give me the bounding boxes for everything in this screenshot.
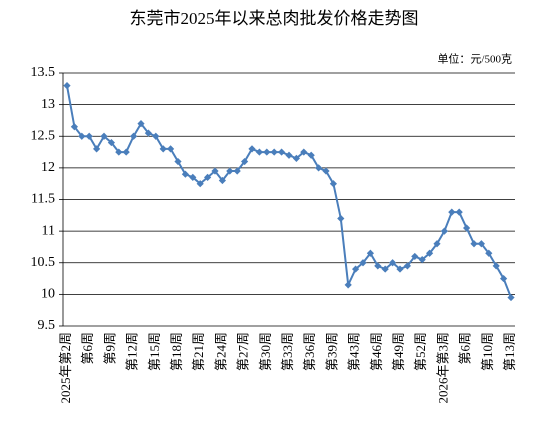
marker <box>300 148 308 156</box>
marker <box>359 259 367 267</box>
marker <box>100 132 108 140</box>
marker <box>374 262 382 270</box>
marker <box>270 148 278 156</box>
marker <box>122 148 130 156</box>
marker <box>485 249 493 257</box>
marker <box>366 249 374 257</box>
x-tick-label: 第27周 <box>236 332 251 371</box>
marker <box>70 123 78 131</box>
marker <box>255 148 263 156</box>
marker <box>389 259 397 267</box>
marker <box>344 281 352 289</box>
x-tick-label: 第15周 <box>147 332 162 371</box>
x-tick-label: 第33周 <box>280 332 295 371</box>
marker <box>337 214 345 223</box>
x-tick-label: 第39周 <box>324 332 339 371</box>
marker <box>211 167 219 175</box>
marker <box>440 227 448 235</box>
marker <box>159 145 167 153</box>
x-tick-label: 2026年第3周 <box>435 332 450 404</box>
marker <box>174 157 182 166</box>
y-tick-label: 11 <box>42 223 55 238</box>
line <box>66 85 512 298</box>
marker <box>152 132 160 140</box>
x-tick-label: 第52周 <box>413 332 428 371</box>
marker <box>63 82 71 90</box>
y-tick-label: 12.5 <box>31 128 56 143</box>
marker <box>418 255 426 264</box>
x-tick-label: 第6周 <box>80 332 95 365</box>
x-tick-label: 第46周 <box>369 332 384 371</box>
marker <box>248 145 256 153</box>
y-tick-label: 13.5 <box>31 65 56 80</box>
x-tick-label: 第13周 <box>502 332 517 371</box>
marker <box>507 293 515 302</box>
x-tick-label: 第43周 <box>347 332 362 371</box>
x-tick-label: 2025年第2周 <box>58 332 73 404</box>
y-tick-label: 10.5 <box>31 255 56 270</box>
x-tick-label: 第6周 <box>458 332 473 365</box>
x-tick-label: 第49周 <box>391 332 406 371</box>
marker <box>292 154 300 162</box>
x-tick-label: 第10周 <box>480 332 495 371</box>
marker <box>233 167 241 175</box>
marker <box>477 240 485 248</box>
marker <box>322 167 330 175</box>
marker <box>470 240 478 248</box>
marker <box>285 151 293 159</box>
marker <box>411 252 419 261</box>
marker <box>492 262 500 270</box>
marker <box>137 120 145 128</box>
marker <box>85 132 93 140</box>
marker <box>448 208 456 216</box>
y-tick-label: 12 <box>41 160 55 175</box>
marker <box>204 173 212 181</box>
marker <box>315 164 323 172</box>
marker <box>130 132 138 140</box>
marker <box>307 151 315 159</box>
marker <box>463 224 471 232</box>
unit-label: 单位：元/500克 <box>437 52 512 66</box>
marker <box>500 274 508 283</box>
x-tick-label: 第9周 <box>102 332 117 365</box>
x-tick-label: 第21周 <box>191 332 206 371</box>
x-tick-label: 第18周 <box>169 332 184 371</box>
marker <box>329 180 337 188</box>
x-tick-label: 第12周 <box>125 332 140 371</box>
marker <box>78 132 86 140</box>
marker <box>144 129 152 137</box>
marker <box>167 145 175 153</box>
marker <box>403 262 411 270</box>
y-tick-label: 9.5 <box>38 318 56 333</box>
marker <box>381 265 389 273</box>
x-tick-label: 第30周 <box>258 332 273 371</box>
marker <box>433 240 441 248</box>
marker <box>226 167 234 175</box>
y-tick-label: 13 <box>41 97 55 112</box>
marker <box>196 180 204 188</box>
marker <box>241 157 249 166</box>
marker <box>93 145 101 153</box>
y-tick-label: 10 <box>41 287 55 302</box>
marker <box>107 138 115 147</box>
marker <box>115 148 123 156</box>
x-tick-label: 第36周 <box>302 332 317 371</box>
marker <box>218 176 226 185</box>
marker <box>426 249 434 257</box>
marker <box>181 170 189 178</box>
y-tick-label: 11.5 <box>31 192 55 207</box>
marker <box>396 265 404 273</box>
marker <box>455 208 463 216</box>
marker <box>189 173 197 181</box>
marker <box>352 265 360 273</box>
chart-title: 东莞市2025年以来总肉批发价格走势图 <box>130 9 419 28</box>
x-tick-label: 第24周 <box>213 332 228 371</box>
marker <box>278 148 286 156</box>
marker <box>263 148 271 156</box>
